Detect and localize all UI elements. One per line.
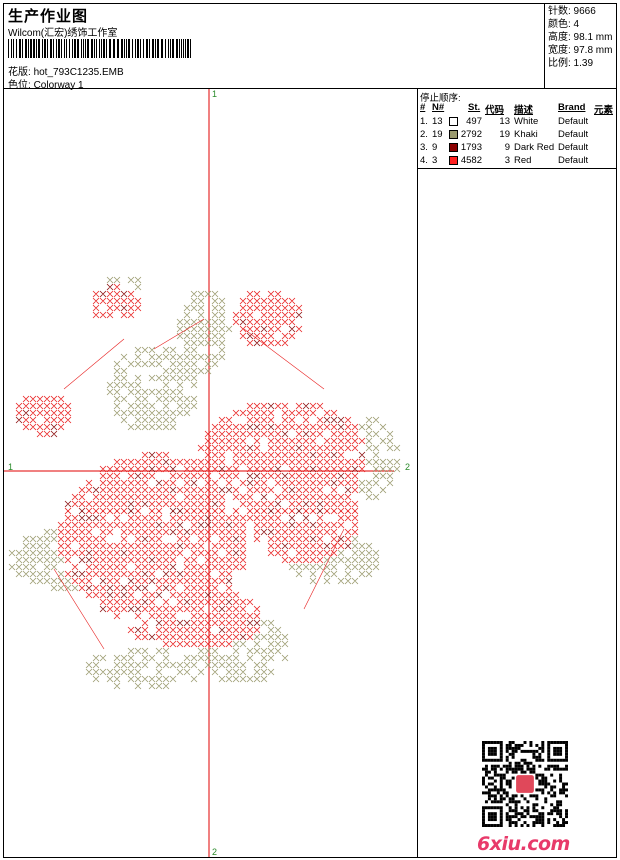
design-label: 花版: — [8, 67, 31, 78]
col-num: # — [420, 102, 426, 113]
qr-code — [482, 741, 568, 827]
stitch-count-cell: 4582 — [460, 155, 482, 166]
row-number: 4. — [420, 155, 428, 166]
color-swatch — [449, 156, 458, 165]
side-divider — [417, 169, 418, 857]
thread-code: 3 — [504, 155, 510, 166]
thread-brand: Default — [558, 116, 589, 127]
design-height: 高度: 98.1 mm — [548, 32, 613, 43]
sheet-title: 生产作业图 — [8, 8, 89, 25]
thread-brand: Default — [558, 142, 589, 153]
color-description: Khaki — [514, 129, 538, 140]
color-description: Red — [514, 155, 532, 166]
stats-panel: 针数: 9666 颜色: 4 高度: 98.1 mm 宽度: 97.8 mm 比… — [545, 4, 616, 89]
color-count: 颜色: 4 — [548, 19, 580, 30]
color-table-header: # N# St. 代码 描述 Brand 元素 — [418, 102, 617, 116]
col-element: 元素 — [594, 105, 614, 116]
needle-number: 3 — [432, 155, 438, 166]
stitch-count: 针数: 9666 — [548, 6, 596, 17]
thread-brand: Default — [558, 155, 589, 166]
row-number: 1. — [420, 116, 428, 127]
embroidery-preview — [4, 89, 401, 857]
barcode — [8, 39, 191, 58]
row-number: 3. — [420, 142, 428, 153]
stitch-count-cell: 1793 — [460, 142, 482, 153]
col-code: 代码 — [485, 105, 505, 116]
color-swatch — [449, 143, 458, 152]
needle-number: 9 — [432, 142, 438, 153]
axis-label-left: 1 — [8, 462, 14, 472]
header-panel: 生产作业图 Wilcom(汇宏)绣饰工作室 花版: hot_793C1235.E… — [4, 4, 545, 91]
col-desc: 描述 — [514, 105, 534, 116]
color-row: 2. 19 2792 19 Khaki Default — [418, 129, 617, 142]
needle-number: 19 — [432, 129, 443, 140]
color-description: White — [514, 116, 539, 127]
design-scale: 比例: 1.39 — [548, 58, 594, 69]
color-sequence-panel: 停止顺序: # N# St. 代码 描述 Brand 元素 1. 13 497 13 W… — [417, 89, 616, 169]
design-file-line: 花版: hot_793C1235.EMB — [8, 63, 124, 78]
site-watermark: 6xiu.com — [477, 833, 570, 855]
thread-code: 19 — [499, 129, 510, 140]
axis-label-top: 1 — [212, 89, 218, 99]
production-sheet: 生产作业图 Wilcom(汇宏)绣饰工作室 花版: hot_793C1235.E… — [3, 3, 617, 858]
color-row: 4. 3 4582 3 Red Default — [418, 155, 617, 168]
col-needle: N# — [432, 102, 445, 113]
thread-code: 13 — [499, 116, 510, 127]
design-width: 宽度: 97.8 mm — [548, 45, 613, 56]
axis-label-right: 2 — [405, 462, 411, 472]
color-description: Dark Red — [514, 142, 555, 153]
needle-number: 13 — [432, 116, 443, 127]
company-name: Wilcom(汇宏)绣饰工作室 — [8, 28, 118, 39]
color-swatch — [449, 130, 458, 139]
col-stitches: St. — [468, 102, 481, 113]
color-row: 1. 13 497 13 White Default — [418, 116, 617, 129]
design-file-name: hot_793C1235.EMB — [33, 67, 124, 78]
colorway-name: Colorway 1 — [33, 80, 84, 91]
stitch-count-cell: 497 — [466, 116, 482, 127]
color-swatch — [449, 117, 458, 126]
col-brand: Brand — [558, 102, 586, 113]
axis-label-bottom: 2 — [212, 847, 218, 857]
colorway-line: 色位: Colorway 1 — [8, 76, 84, 91]
stop-sequence-title: 停止顺序: — [420, 93, 461, 104]
thread-code: 9 — [504, 142, 510, 153]
color-row: 3. 9 1793 9 Dark Red Default — [418, 142, 617, 155]
stitch-count-cell: 2792 — [460, 129, 482, 140]
stitch-pattern — [8, 276, 401, 690]
row-number: 2. — [420, 129, 428, 140]
thread-brand: Default — [558, 129, 589, 140]
colorway-label: 色位: — [8, 80, 31, 91]
